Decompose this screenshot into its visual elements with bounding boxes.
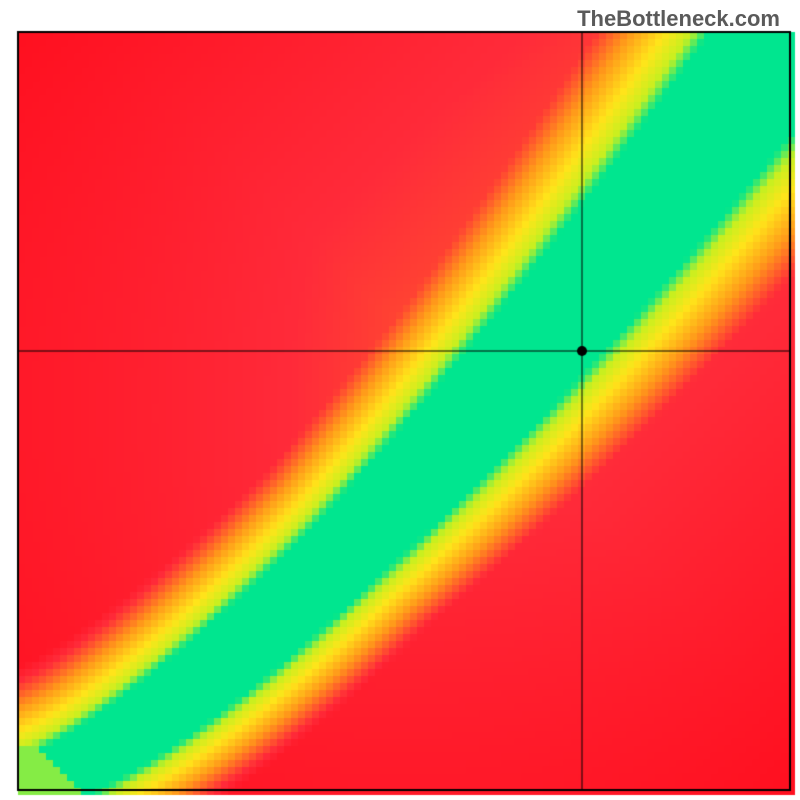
watermark-text: TheBottleneck.com — [577, 6, 780, 32]
chart-container: TheBottleneck.com — [0, 0, 800, 800]
heatmap-canvas — [0, 0, 800, 800]
